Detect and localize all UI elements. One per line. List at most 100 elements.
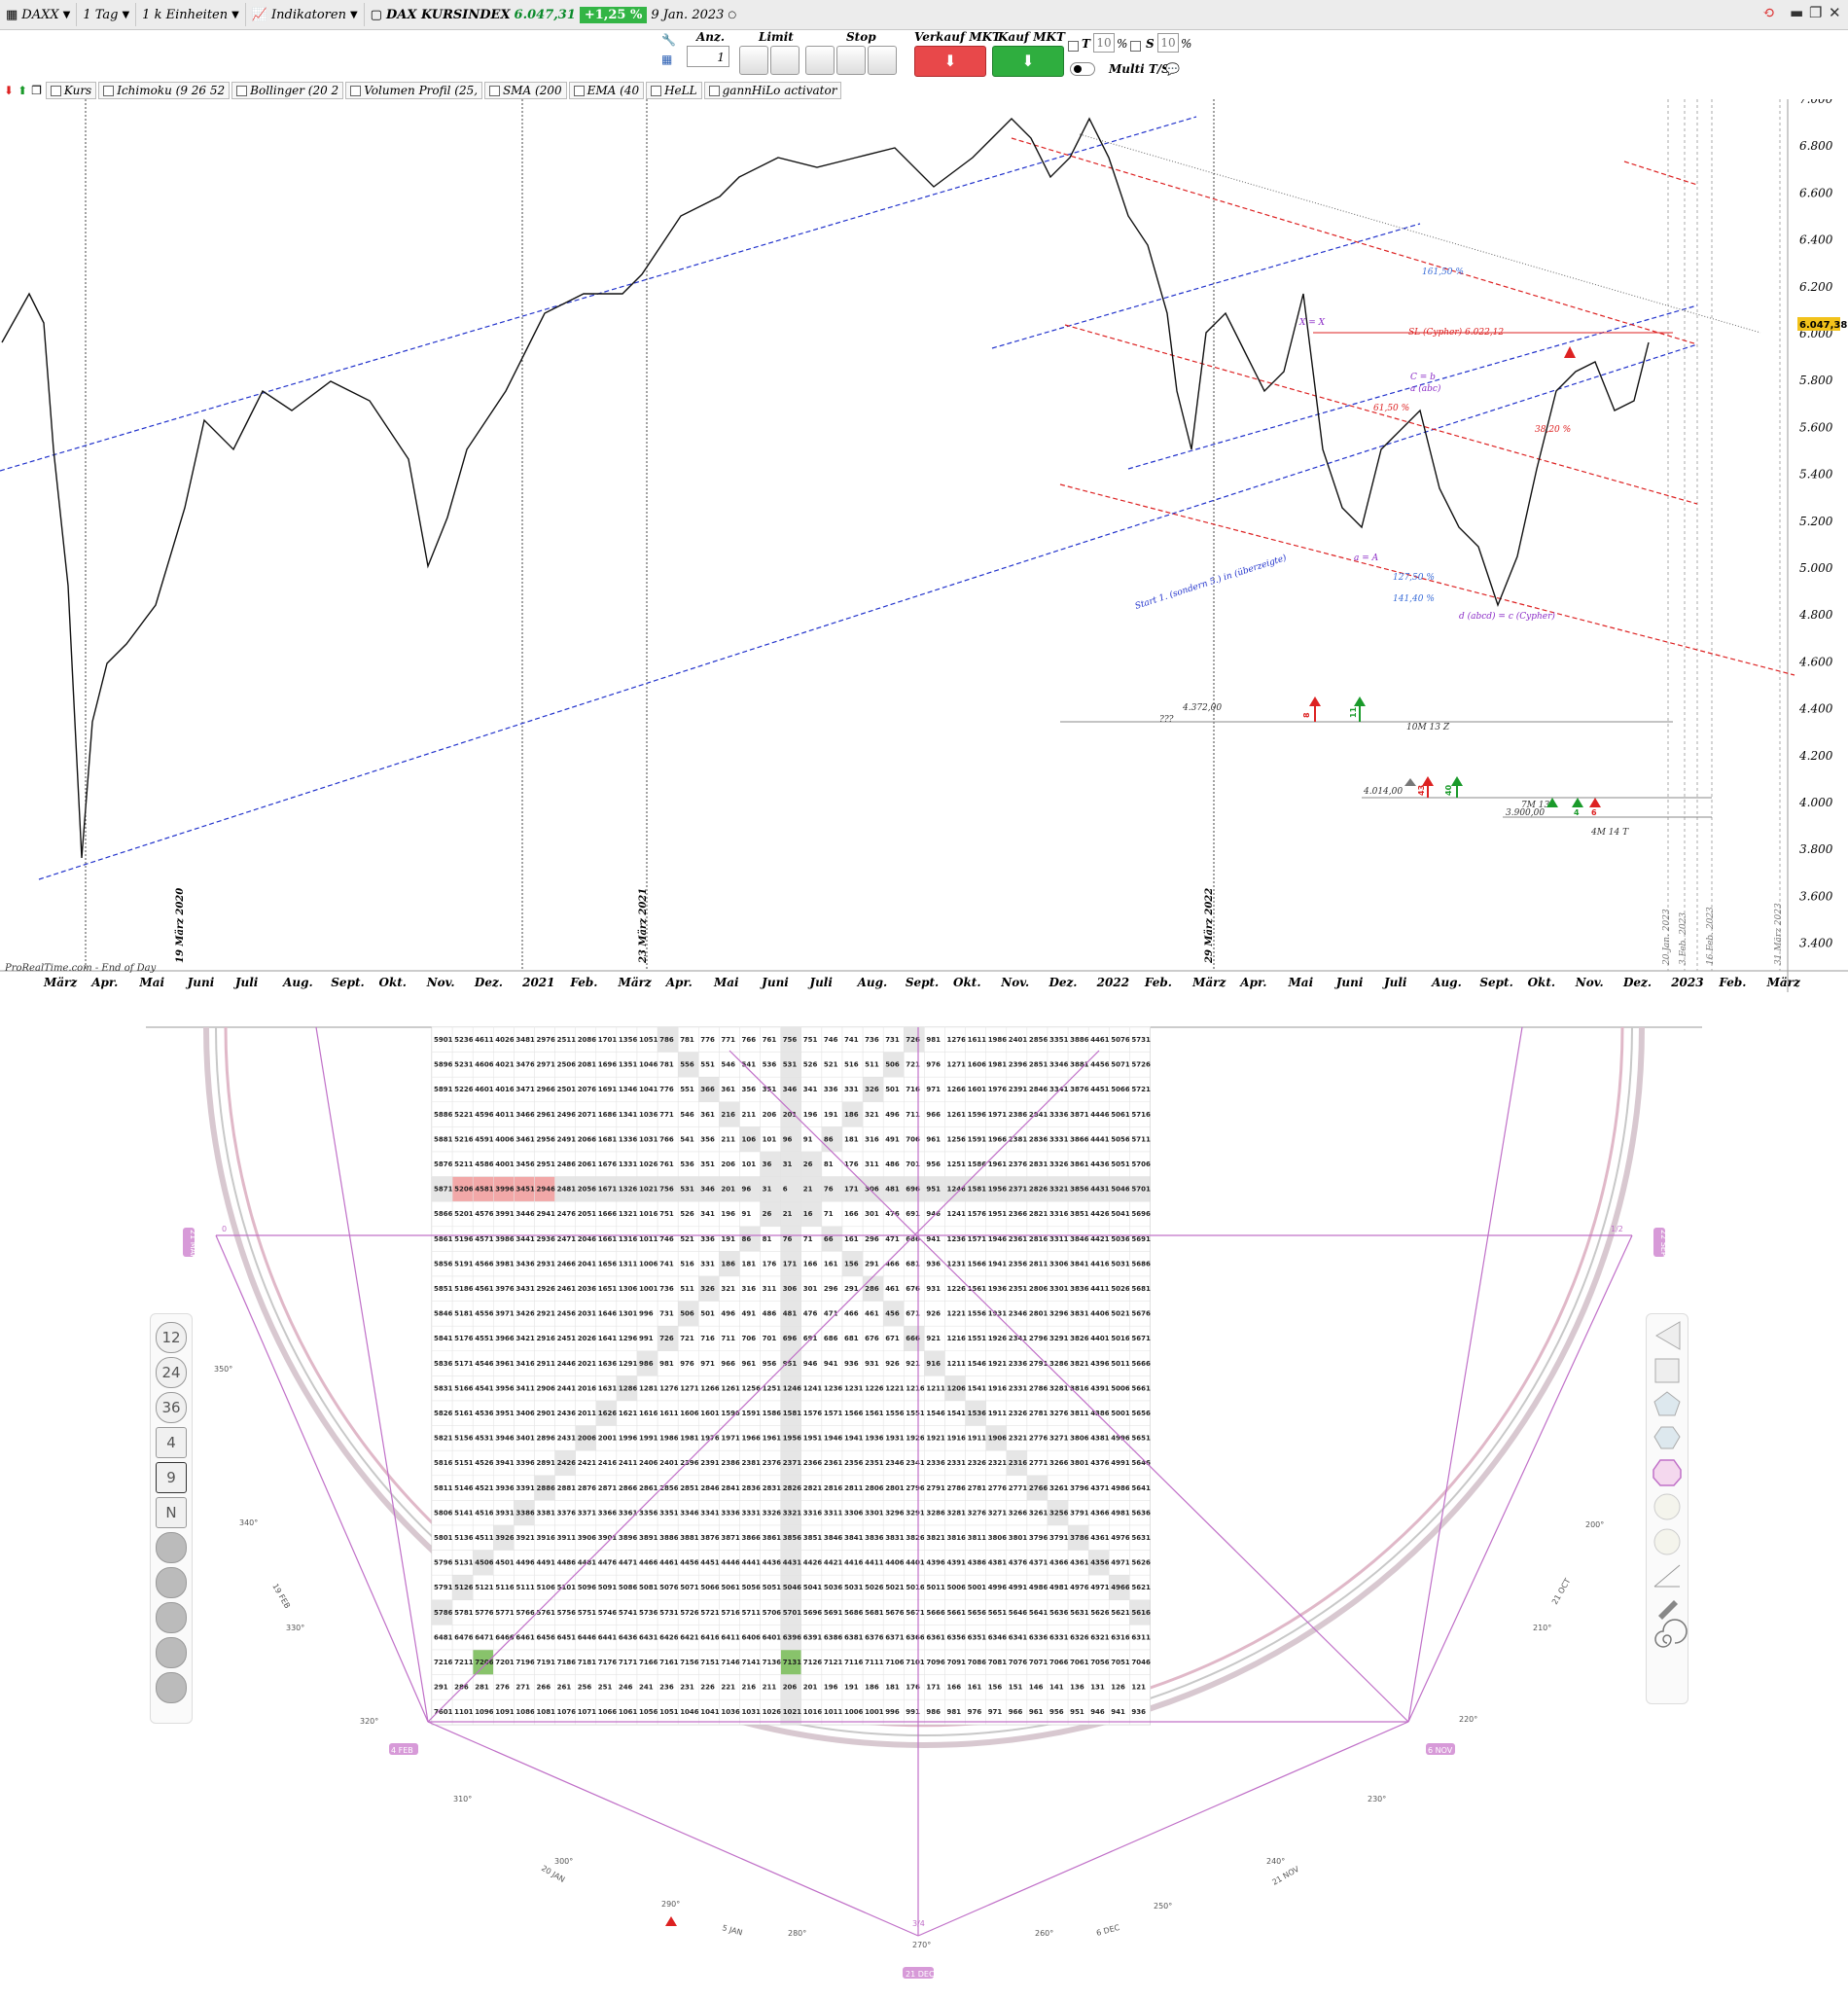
layers-icon[interactable]: ❐ — [31, 84, 42, 97]
grid-number: 1926 — [906, 1435, 925, 1443]
grid-number: 1351 — [619, 1061, 638, 1069]
cycle-36-button[interactable]: 36 — [156, 1392, 187, 1423]
dice-icon[interactable] — [156, 1637, 187, 1668]
chat-icon[interactable]: 💬 — [1165, 62, 1180, 76]
annotation-fib-141: 141,40 % — [1393, 594, 1435, 604]
pentagon-shape-icon[interactable] — [1653, 1391, 1681, 1416]
indicator-chip[interactable]: EMA (40 — [568, 82, 645, 99]
minimize-icon[interactable]: ▬ — [1790, 4, 1804, 21]
x-tick-label: Juli — [233, 976, 259, 989]
grid-number: 5136 — [454, 1534, 474, 1542]
stop-buy-button[interactable] — [836, 46, 866, 75]
restore-icon[interactable]: ❐ — [1809, 4, 1823, 21]
arrow-down-icon[interactable]: ⬇ — [4, 84, 15, 97]
timeframe-selector[interactable]: 1 Tag ▼ — [77, 3, 137, 26]
grid-number: 5866 — [434, 1210, 453, 1218]
triangle-shape-icon[interactable] — [1655, 1321, 1681, 1350]
dice-icon[interactable] — [156, 1567, 187, 1598]
grid-number: 1946 — [824, 1435, 843, 1443]
dice-icon[interactable] — [156, 1672, 187, 1703]
square-shape-icon[interactable] — [1654, 1358, 1680, 1383]
grid-number: 1026 — [639, 1161, 658, 1168]
grid-number: 201 — [721, 1186, 735, 1194]
t-input[interactable]: 10 — [1093, 33, 1115, 53]
circle-shape-icon[interactable] — [1653, 1528, 1681, 1555]
grid-number: 5901 — [434, 1036, 453, 1044]
s-checkbox[interactable] — [1130, 41, 1141, 52]
sell-label: Verkauf MKT — [914, 30, 1001, 44]
grid-number: 1646 — [598, 1310, 618, 1318]
limit-sell-button[interactable] — [739, 46, 768, 75]
arrow-up-icon[interactable]: ⬆ — [18, 84, 28, 97]
dice-icon[interactable] — [156, 1602, 187, 1633]
spiral-icon[interactable] — [1654, 1619, 1688, 1648]
grid-number: 4991 — [1111, 1459, 1130, 1467]
gann-wheel[interactable]: 5901 5236 4611 4026 3481 2976 2511 2086 1701 1356… — [0, 1012, 1848, 2000]
indicator-chip[interactable]: gannHiLo activator — [703, 82, 842, 99]
angle-icon[interactable] — [1653, 1564, 1681, 1588]
grid-number: 4501 — [495, 1559, 515, 1567]
square-4-button[interactable]: 4 — [156, 1427, 187, 1458]
grid-number: 1016 — [639, 1210, 658, 1218]
x-tick-label: Juli — [1382, 976, 1407, 989]
limit-buy-button[interactable] — [770, 46, 800, 75]
arrow-label-11: 11 — [1349, 706, 1358, 718]
grid-number: 7191 — [537, 1659, 556, 1666]
sell-market-button[interactable]: ⬇ — [914, 46, 986, 77]
grid-number: 2006 — [578, 1435, 597, 1443]
grid-number: 5001 — [968, 1584, 987, 1591]
cycle-24-button[interactable]: 24 — [156, 1357, 187, 1388]
grid-number: 4391 — [947, 1559, 967, 1567]
circle-shape-icon[interactable] — [1653, 1493, 1681, 1520]
grid-number: 5671 — [1131, 1335, 1151, 1342]
pen-icon[interactable] — [1658, 1600, 1678, 1620]
grid-number: 5001 — [1111, 1410, 1130, 1417]
indicator-chip[interactable]: HeLL — [646, 82, 702, 99]
keypad-icon[interactable]: ▦ — [661, 53, 673, 66]
indicator-chip[interactable]: Volumen Profil (25, — [345, 82, 483, 99]
wrench-icon[interactable]: 🔧 — [661, 33, 676, 47]
multi-toggle[interactable] — [1070, 62, 1095, 76]
octagon-shape-icon[interactable] — [1653, 1459, 1682, 1486]
grid-number: 171 — [783, 1260, 798, 1268]
grid-number: 81 — [824, 1161, 834, 1168]
grid-number: 6426 — [659, 1633, 679, 1641]
grid-number: 4011 — [495, 1111, 515, 1119]
square-n-button[interactable]: N — [156, 1497, 187, 1528]
grid-number: 3856 — [783, 1534, 802, 1542]
cycle-12-button[interactable]: 12 — [156, 1322, 187, 1353]
price-chart[interactable]: 7.0006.8006.6006.4006.2006.0005.8005.600… — [0, 99, 1848, 992]
last-price-tag: 6.047,38 — [1799, 320, 1847, 331]
indicator-chip[interactable]: Ichimoku (9 26 52 — [98, 82, 231, 99]
grid-number: 3926 — [495, 1534, 515, 1542]
grid-number: 286 — [865, 1285, 879, 1293]
s-input[interactable]: 10 — [1157, 33, 1179, 53]
stop-extra-button[interactable] — [868, 46, 897, 75]
grid-number: 491 — [885, 1135, 900, 1143]
indicator-chip[interactable]: Kurs — [45, 82, 97, 99]
grid-number: 4981 — [1111, 1509, 1130, 1517]
grid-number: 7111 — [865, 1659, 884, 1666]
grid-number: 546 — [680, 1111, 694, 1119]
buy-market-button[interactable]: ⬇ — [992, 46, 1064, 77]
x-tick-label: Juli — [807, 976, 833, 989]
sync-icon[interactable]: ⟲ — [1762, 4, 1775, 21]
hexagon-shape-icon[interactable] — [1653, 1426, 1681, 1449]
indicator-chip[interactable]: Bollinger (20 2 — [231, 82, 344, 99]
grid-number: 5856 — [434, 1260, 453, 1268]
x-tick-label: Juni — [760, 976, 789, 989]
grid-number: 7161 — [659, 1659, 679, 1666]
dice-icon[interactable] — [156, 1532, 187, 1563]
instrument-selector[interactable]: ▦ DAXX ▼ — [0, 3, 78, 26]
units-selector[interactable]: 1 k Einheiten ▼ — [136, 3, 246, 26]
indicators-menu[interactable]: 📈 Indikatoren ▼ — [246, 3, 365, 26]
t-checkbox[interactable] — [1068, 41, 1079, 52]
grid-number: 5041 — [803, 1584, 823, 1591]
indicator-chip[interactable]: SMA (200 — [484, 82, 567, 99]
grid-number: 5716 — [721, 1609, 740, 1617]
qty-input[interactable]: 1 — [687, 46, 729, 67]
square-9-button[interactable]: 9 — [156, 1462, 187, 1493]
stop-sell-button[interactable] — [805, 46, 835, 75]
close-icon[interactable]: ✕ — [1829, 4, 1841, 21]
grid-number: 3911 — [557, 1534, 577, 1542]
